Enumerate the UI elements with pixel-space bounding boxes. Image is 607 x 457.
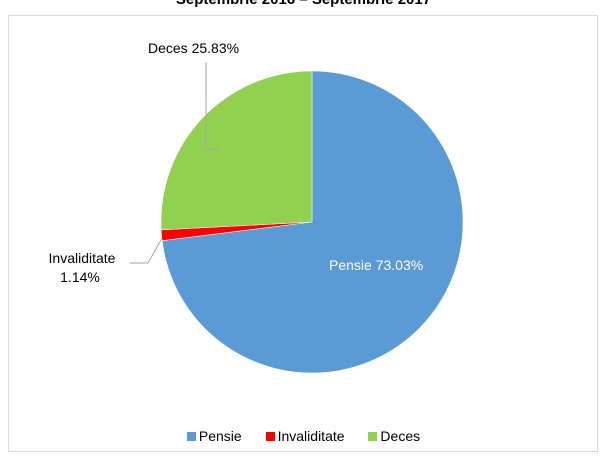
data-label-pensie: Pensie 73.03% [329,257,423,273]
pie-slice-deces [160,70,313,231]
data-label-invaliditate-name: Invaliditate [49,250,116,266]
legend-item-pensie: Pensie [186,428,242,444]
legend-item-deces: Deces [368,428,420,444]
legend-label-deces: Deces [380,428,421,444]
chart-area [8,15,598,452]
leader-line-invaliditate [130,237,163,264]
legend-item-invaliditate: Invaliditate [265,428,345,444]
legend: Pensie Invaliditate Deces [0,428,607,444]
legend-label-pensie: Pensie [198,428,242,444]
legend-swatch-invaliditate [265,432,275,441]
legend-swatch-deces [368,432,378,441]
data-label-invaliditate-value: 1.14% [60,269,100,285]
leader-line-deces [205,62,220,150]
data-label-deces: Deces 25.83% [148,40,239,56]
legend-label-invaliditate: Invaliditate [277,428,345,444]
pie-slices [160,70,464,374]
legend-swatch-pensie [186,432,196,441]
pie-slice-pensie [161,70,464,374]
chart-title: Septembrie 2016 – Septembrie 2017 [0,0,607,8]
leader-lines [130,62,220,264]
